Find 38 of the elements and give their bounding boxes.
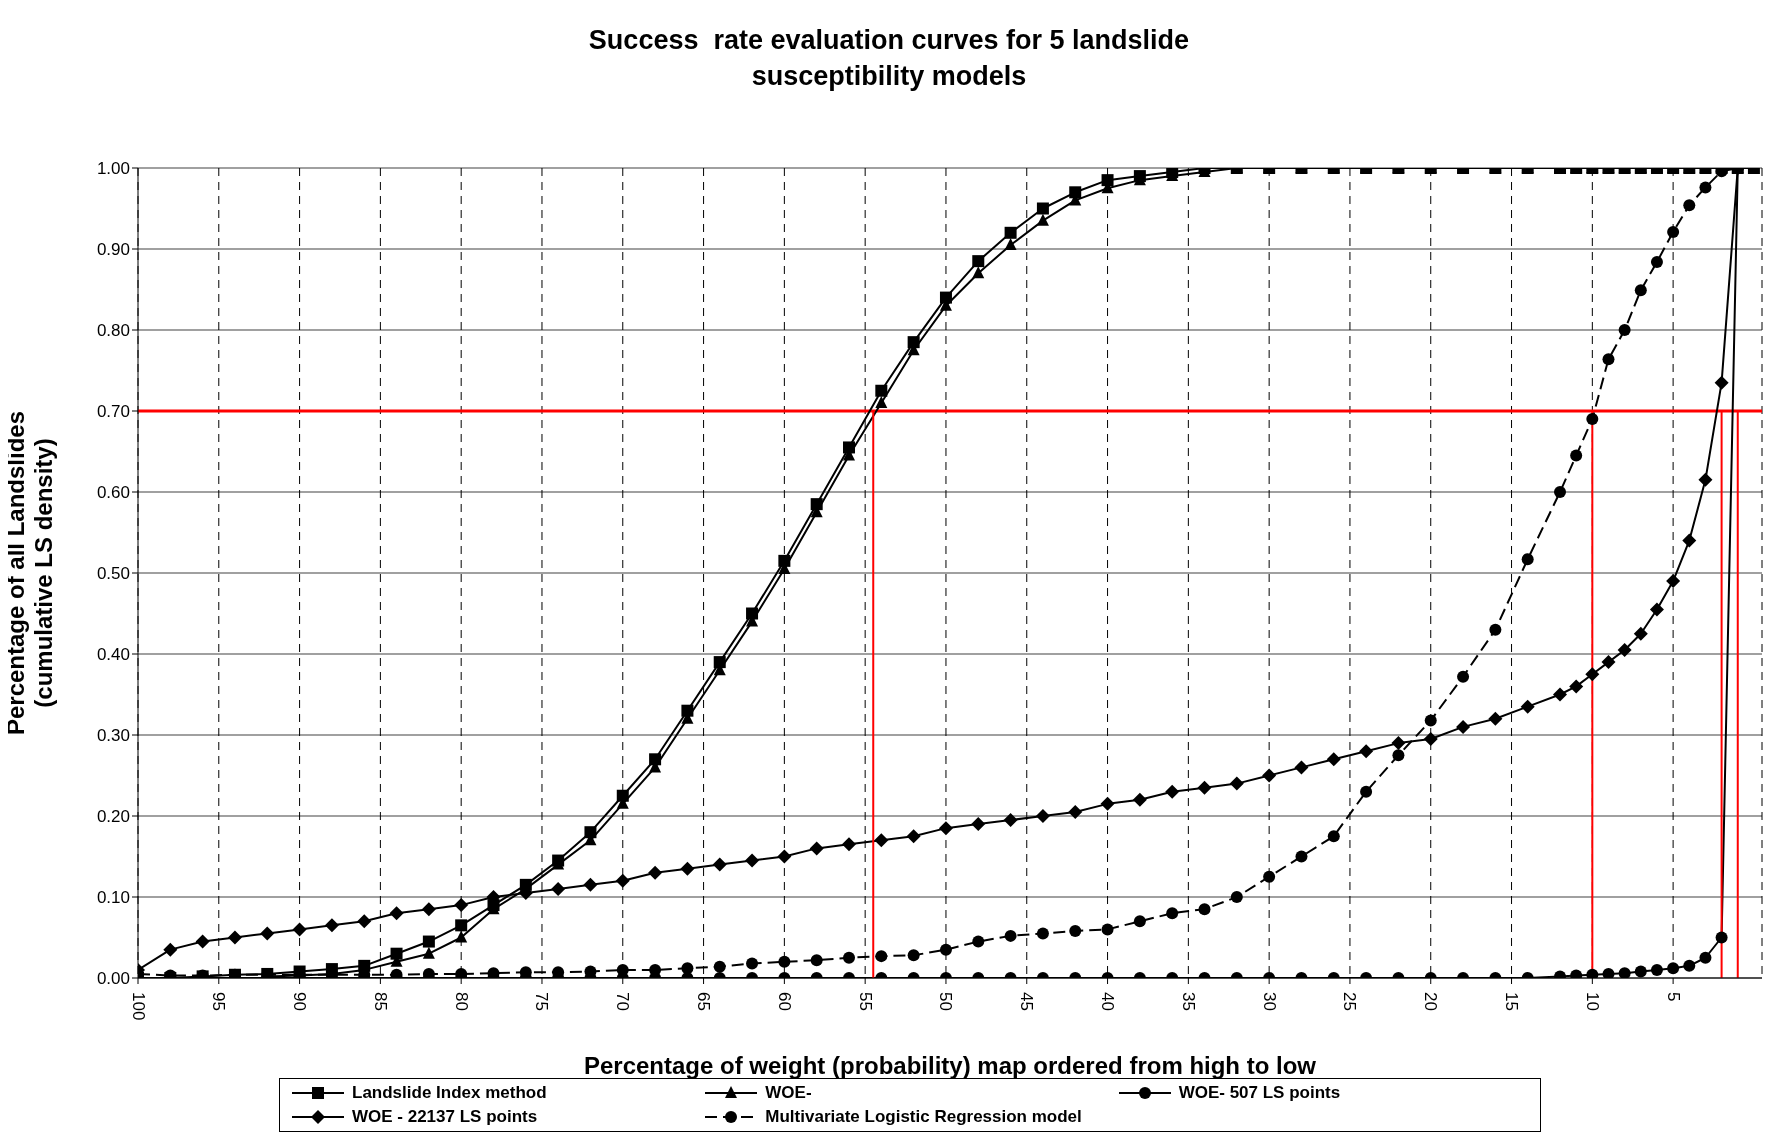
- x-tick-label: 80: [451, 992, 471, 1011]
- x-tick-label: 25: [1340, 992, 1360, 1011]
- x-tick-label: 30: [1259, 992, 1279, 1011]
- x-tick-label: 45: [1017, 992, 1037, 1011]
- y-tick-label: 0.90: [96, 240, 130, 260]
- x-tick-label: 60: [774, 992, 794, 1011]
- x-tick-label: 95: [209, 992, 229, 1011]
- legend-label: WOE-: [765, 1083, 812, 1103]
- y-tick-label: 0.20: [96, 807, 130, 827]
- y-tick-label: 0.10: [96, 888, 130, 908]
- y-tick-label: 1.00: [96, 159, 130, 179]
- y-tick-label: 0.60: [96, 483, 130, 503]
- legend-label: Multivariate Logistic Regression model: [765, 1107, 1082, 1127]
- x-axis-title: Percentage of weight (probability) map ordered from high to low: [583, 1052, 1317, 1079]
- x-tick-label: 55: [855, 992, 875, 1011]
- x-tick-label: 20: [1421, 992, 1441, 1011]
- y-tick-label: 0.80: [96, 321, 130, 341]
- x-tick-label: 15: [1502, 992, 1522, 1011]
- y-tick-label: 0.40: [96, 645, 130, 665]
- y-tick-label: 0.30: [96, 726, 130, 746]
- x-tick-label: 10: [1582, 992, 1602, 1011]
- legend-label: WOE- 507 LS points: [1178, 1083, 1341, 1103]
- x-tick-label: 50: [936, 992, 956, 1011]
- x-tick-label: 85: [370, 992, 390, 1011]
- x-tick-label: 100: [128, 992, 148, 1021]
- y-tick-label: 0.50: [96, 564, 130, 584]
- x-tick-label: 65: [694, 992, 714, 1011]
- x-tick-label: 70: [613, 992, 633, 1011]
- y-tick-label: 0.00: [96, 969, 130, 989]
- x-tick-label: 90: [290, 992, 310, 1011]
- chart-title: Success rate evaluation curves for 5 landslide susceptibility models: [587, 24, 1191, 93]
- legend-label: Landslide Index method: [352, 1083, 547, 1103]
- x-tick-label: 35: [1178, 992, 1198, 1011]
- x-tick-label: 5: [1663, 992, 1683, 1002]
- x-tick-label: 40: [1098, 992, 1118, 1011]
- legend-label: WOE - 22137 LS points: [352, 1107, 538, 1127]
- x-tick-label: 75: [532, 992, 552, 1011]
- y-tick-label: 0.70: [96, 402, 130, 422]
